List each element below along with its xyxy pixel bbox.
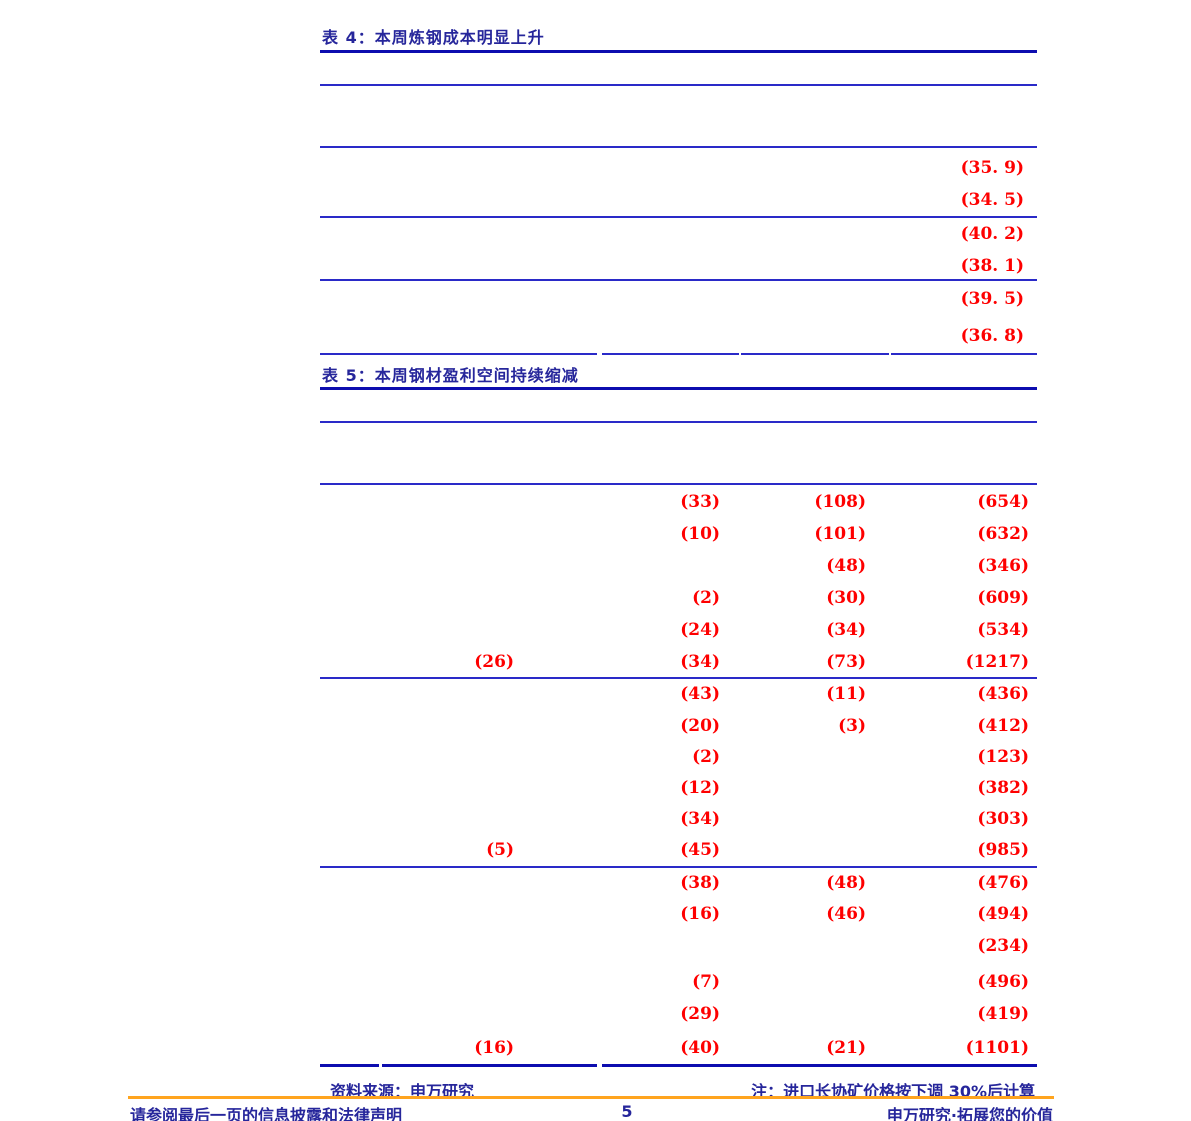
table5-cell: (34)	[680, 809, 720, 829]
table5-cell: (48)	[826, 556, 866, 576]
table5-cell: (382)	[977, 778, 1029, 798]
table5-bottom-rule-segment	[602, 1064, 1037, 1067]
table5-cell: (985)	[977, 840, 1029, 860]
table4-title: 表 4：本周炼钢成本明显上升	[322, 28, 545, 47]
table4-section-rule-3	[320, 279, 1037, 281]
table5-bottom-rule-segment	[320, 1064, 379, 1067]
table5-cell: (346)	[977, 556, 1029, 576]
table4-section-rule-2	[320, 216, 1037, 218]
table5-header-rule-1	[320, 421, 1037, 423]
table5-cell: (436)	[977, 684, 1029, 704]
table5-cell: (11)	[826, 684, 866, 704]
table5-cell: (16)	[680, 904, 720, 924]
table5-cell: (16)	[474, 1038, 514, 1058]
table5-cell: (5)	[486, 840, 514, 860]
table4-bottom-rule-segment	[891, 353, 1037, 355]
table4-value: (40. 2)	[960, 224, 1024, 244]
table5-cell: (46)	[826, 904, 866, 924]
table5-cell: (1217)	[965, 652, 1029, 672]
table5-cell: (2)	[692, 747, 720, 767]
table5-cell: (45)	[680, 840, 720, 860]
table5-block-rule-2	[320, 866, 1037, 868]
table5-section: 表 5：本周钢材盈利空间持续缩减 (33) (108) (654) (10) (101)…	[320, 360, 1037, 1101]
footer-page-number: 5	[621, 1102, 633, 1121]
table5-cell: (29)	[680, 1004, 720, 1024]
table5-cell: (48)	[826, 873, 866, 893]
table5-cell: (654)	[977, 492, 1029, 512]
table5-cell: (34)	[826, 620, 866, 640]
table5-title-rule	[320, 387, 1037, 390]
table5-cell: (30)	[826, 588, 866, 608]
table5-cell: (34)	[680, 652, 720, 672]
table5-cell: (1101)	[965, 1038, 1029, 1058]
table5-block-rule-1	[320, 677, 1037, 679]
table5-cell: (21)	[826, 1038, 866, 1058]
table4-value: (34. 5)	[960, 190, 1024, 210]
table5-cell: (2)	[692, 588, 720, 608]
table5-cell: (494)	[977, 904, 1029, 924]
table5-cell: (108)	[814, 492, 866, 512]
footer-divider	[128, 1096, 1054, 1099]
table5-cell: (26)	[474, 652, 514, 672]
table5-cell: (10)	[680, 524, 720, 544]
table5-bottom-rule-segment	[382, 1064, 597, 1067]
table5-cell: (234)	[977, 936, 1029, 956]
footer-disclaimer: 请参阅最后一页的信息披露和法律声明	[130, 1106, 403, 1121]
table5-cell: (12)	[680, 778, 720, 798]
footer-brand: 申万研究·拓展您的价值	[886, 1106, 1053, 1121]
table5-cell: (38)	[680, 873, 720, 893]
table4-title-rule	[320, 50, 1037, 53]
table5-cell: (476)	[977, 873, 1029, 893]
table4-value: (39. 5)	[960, 289, 1024, 309]
table5-cell: (534)	[977, 620, 1029, 640]
table5-cell: (609)	[977, 588, 1029, 608]
table5-cell: (496)	[977, 972, 1029, 992]
table5-cell: (7)	[692, 972, 720, 992]
table4-header-rule	[320, 84, 1037, 86]
table5-cell: (632)	[977, 524, 1029, 544]
table5-cell: (24)	[680, 620, 720, 640]
table5-cell: (123)	[977, 747, 1029, 767]
table5-cell: (419)	[977, 1004, 1029, 1024]
table4-bottom-rule-segment	[602, 353, 739, 355]
table5-cell: (303)	[977, 809, 1029, 829]
table5-header-rule-2	[320, 483, 1037, 485]
table5-cell: (3)	[838, 716, 866, 736]
table5-cell: (20)	[680, 716, 720, 736]
table5-cell: (33)	[680, 492, 720, 512]
table5-cell: (412)	[977, 716, 1029, 736]
table4-section-rule-1	[320, 146, 1037, 148]
table5-title: 表 5：本周钢材盈利空间持续缩减	[322, 366, 579, 385]
table4-value: (36. 8)	[960, 326, 1024, 346]
table4-bottom-rule-segment	[741, 353, 889, 355]
table4-bottom-rule-segment	[320, 353, 597, 355]
table4-value: (38. 1)	[960, 256, 1024, 276]
table5-cell: (73)	[826, 652, 866, 672]
table4-value: (35. 9)	[960, 158, 1024, 178]
table5-cell: (40)	[680, 1038, 720, 1058]
table4-section: 表 4：本周炼钢成本明显上升 (35. 9) (34. 5) (40. 2) (38.…	[320, 22, 1037, 362]
table5-cell: (43)	[680, 684, 720, 704]
table5-cell: (101)	[814, 524, 866, 544]
